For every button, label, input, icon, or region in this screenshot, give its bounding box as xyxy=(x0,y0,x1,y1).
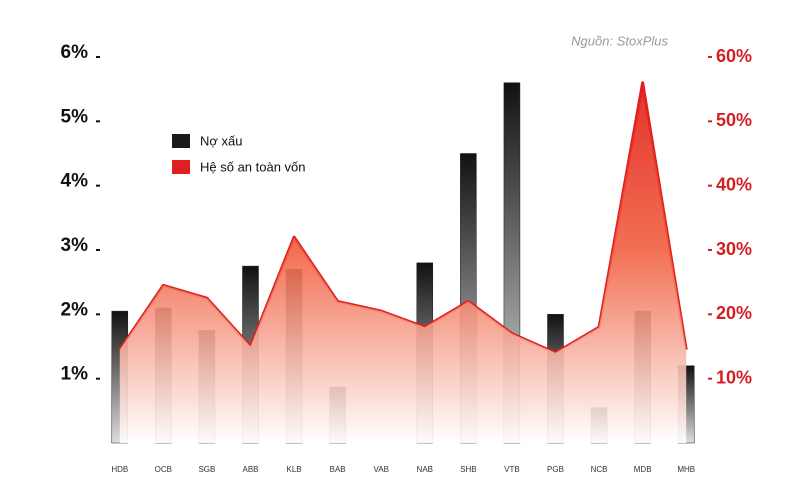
y2-tick-label: 30% xyxy=(716,239,752,259)
x-tick-label: ABB xyxy=(242,465,258,474)
x-tick-label: NAB xyxy=(417,465,433,474)
source: Nguồn: StoxPlus xyxy=(571,33,668,48)
y2-tick-label: 40% xyxy=(716,174,752,194)
x-tick-label: VAB xyxy=(374,465,389,474)
y2-tick-label: 20% xyxy=(716,303,752,323)
y-tick-label: 2% xyxy=(61,299,89,320)
y-tick-label: 1% xyxy=(61,364,89,385)
x-tick-label: BAB xyxy=(330,465,346,474)
y2-tick-label: 50% xyxy=(716,110,752,130)
legend: Nợ xấu Hệ số an toàn vốn xyxy=(172,133,306,174)
x-tick-label: OCB xyxy=(155,465,172,474)
x-tick-label: NCB xyxy=(591,465,608,474)
y-tick-label: 6% xyxy=(61,42,89,63)
y-tick-label: 3% xyxy=(61,235,89,256)
x-tick-label: HDB xyxy=(111,465,128,474)
y-tick-label: 4% xyxy=(61,171,89,192)
legend-label: Nợ xấu xyxy=(200,133,243,148)
x-tick-label: MDB xyxy=(634,465,652,474)
x-tick-label: PGB xyxy=(547,465,564,474)
x-tick-label: SGB xyxy=(198,465,215,474)
y2-tick-label: 60% xyxy=(716,46,752,66)
y2-tick-label: 10% xyxy=(716,367,752,387)
x-tick-label: VTB xyxy=(504,465,520,474)
x-tick-label: MHB xyxy=(677,465,695,474)
legend-swatch xyxy=(172,160,190,174)
y-tick-label: 5% xyxy=(61,106,89,127)
x-tick-label: SHB xyxy=(460,465,476,474)
legend-label: Hệ số an toàn vốn xyxy=(200,159,306,174)
x-tick-label: KLB xyxy=(287,465,302,474)
area xyxy=(119,82,687,443)
legend-swatch xyxy=(172,134,190,148)
